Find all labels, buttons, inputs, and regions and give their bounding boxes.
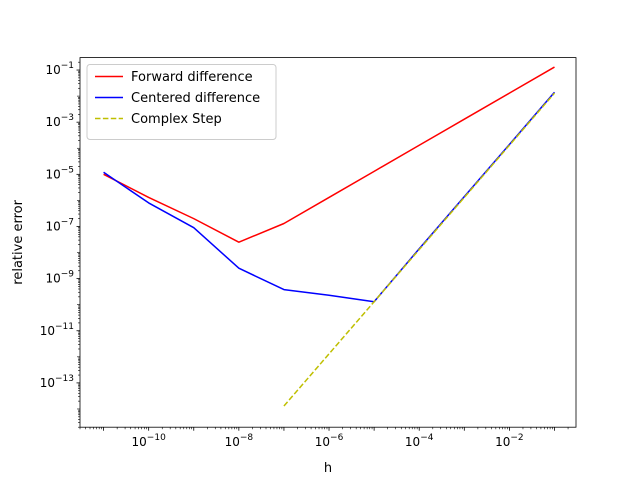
y-tick-label: 10−3 (45, 113, 74, 129)
x-tick-label: 10−2 (495, 433, 524, 449)
y-tick-label-base: 10 (45, 115, 60, 129)
legend-box (86, 64, 277, 140)
y-tick-label-base: 10 (45, 167, 60, 181)
y-tick-label: 10−13 (40, 374, 74, 390)
y-tick-label: 10−1 (45, 61, 74, 77)
y-tick-label-base: 10 (45, 63, 60, 77)
series-line-1 (103, 91, 556, 303)
y-tick-label-exponent: −7 (61, 217, 74, 227)
x-tick-label-exponent: −2 (510, 433, 523, 443)
x-tick-label-base: 10 (495, 435, 510, 449)
x-tick-label-exponent: −8 (240, 433, 254, 443)
x-tick-label-exponent: −4 (420, 433, 434, 443)
x-tick-label-base: 10 (315, 435, 330, 449)
x-axis: 10−10 10−8 10−6 10−4 10−2 (79, 427, 569, 449)
y-tick-label-base: 10 (45, 272, 60, 286)
y-axis-label: relative error (11, 199, 26, 284)
y-tick-label-exponent: −1 (61, 61, 74, 71)
y-tick-label-exponent: −11 (55, 322, 74, 332)
x-tick-label: 10−6 (315, 433, 344, 449)
series-line-0 (103, 66, 555, 243)
y-tick-label-exponent: −5 (61, 165, 74, 175)
y-tick-label-exponent: −3 (61, 113, 74, 123)
x-tick-label-base: 10 (132, 435, 147, 449)
x-axis-label: h (324, 461, 332, 476)
x-tick-label-base: 10 (405, 435, 420, 449)
y-tick-label: 10−9 (45, 270, 74, 286)
y-tick-label-base: 10 (40, 324, 55, 338)
x-tick-label-exponent: −6 (330, 433, 344, 443)
legend-label-0: Forward difference (131, 70, 253, 85)
y-tick-label-exponent: −13 (55, 374, 74, 384)
x-tick-label: 10−4 (405, 433, 434, 449)
x-tick-label: 10−10 (132, 433, 167, 449)
y-tick-label: 10−5 (45, 165, 74, 181)
y-tick-label: 10−11 (40, 322, 74, 338)
y-tick-label-base: 10 (45, 219, 60, 233)
series-line-2 (283, 92, 556, 407)
legend: Forward difference Centered difference Com… (86, 64, 277, 140)
x-tick-label-base: 10 (225, 435, 240, 449)
y-tick-label-base: 10 (40, 376, 55, 390)
plot-frame (79, 57, 577, 428)
legend-label-1: Centered difference (131, 91, 260, 106)
legend-label-2: Complex Step (131, 112, 222, 127)
x-tick-label-exponent: −10 (147, 433, 166, 443)
y-tick-label: 10−7 (45, 217, 74, 233)
series-layer (103, 66, 556, 407)
y-tick-label-exponent: −9 (61, 270, 75, 280)
x-tick-label: 10−8 (225, 433, 254, 449)
